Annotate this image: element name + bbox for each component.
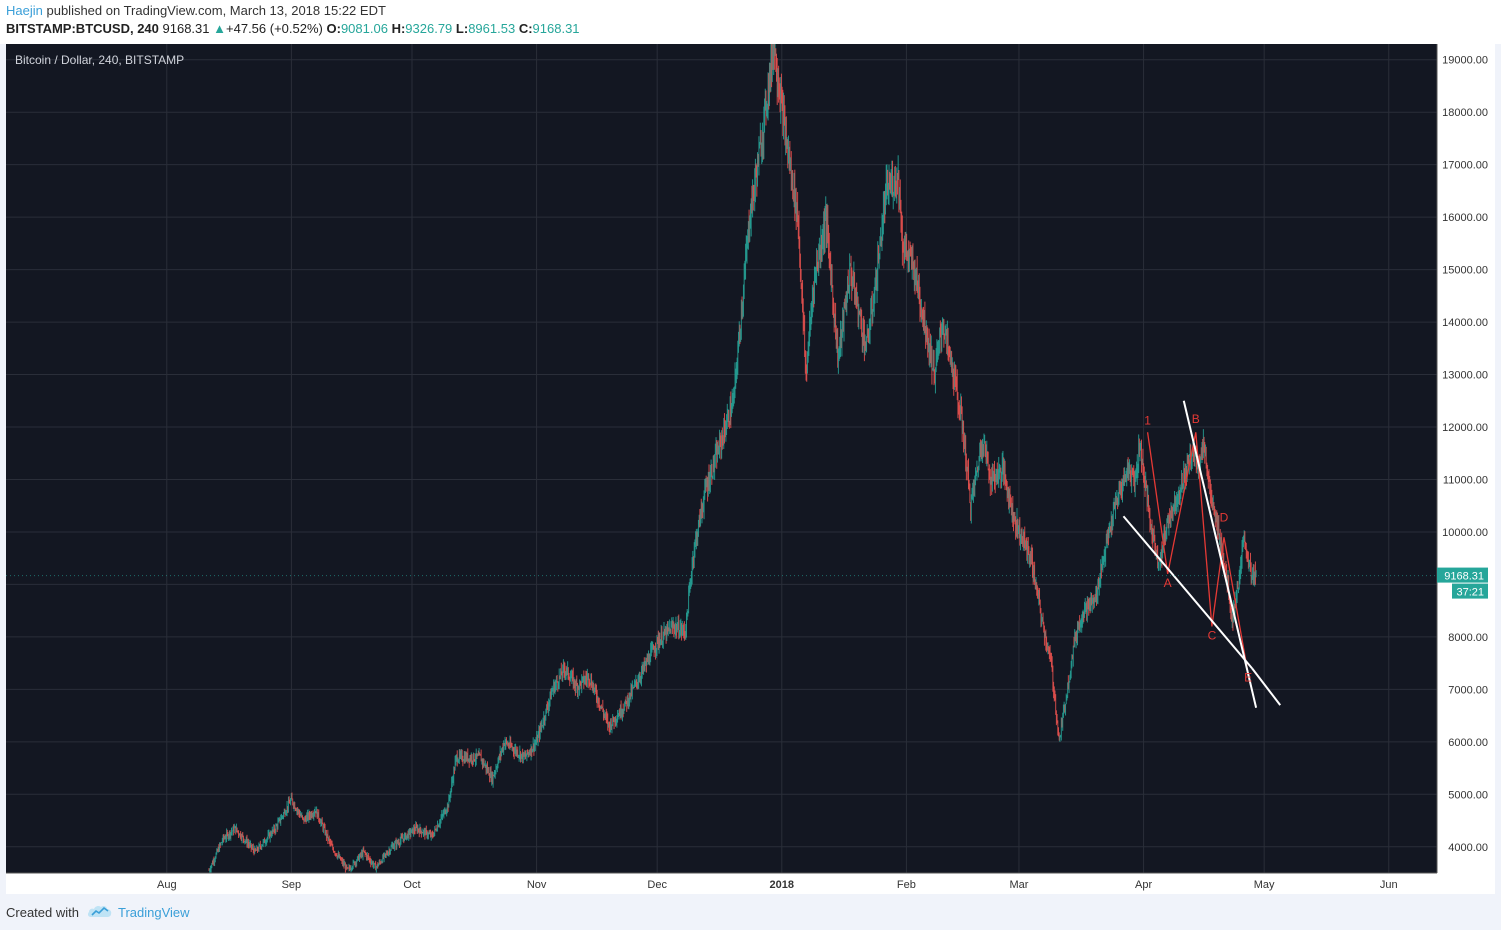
price-tick-label: 16000.00 [1442, 212, 1488, 224]
lower-trendline [1251, 667, 1282, 706]
drawing-annotations: 1 B A D C E [1122, 400, 1282, 708]
high-label: H: [391, 21, 406, 36]
price-chart[interactable]: 1 B A D C E 4000.00 5000.00 6000.00 7000.00 8000.… [6, 34, 1495, 894]
author-link[interactable]: Haejin [6, 3, 43, 18]
time-axis[interactable] [6, 873, 1495, 894]
price-tick-label: 6000.00 [1448, 737, 1488, 749]
price-tick-label: 15000.00 [1442, 265, 1488, 277]
price-tick-label: 7000.00 [1448, 684, 1488, 696]
price-tick-label: 11000.00 [1443, 474, 1488, 486]
open-label: O: [326, 21, 341, 36]
chart-title: Bitcoin / Dollar, 240, BITSTAMP [15, 53, 184, 67]
price-tick-label: 13000.00 [1442, 370, 1488, 382]
time-tick-label: May [1254, 879, 1275, 891]
price-tick-label: 14000.00 [1442, 317, 1488, 329]
time-tick-label: 2018 [770, 879, 794, 891]
countdown-label: 37:21 [1456, 587, 1484, 599]
price-axis[interactable] [1437, 44, 1495, 873]
price-change: +47.56 (+0.52%) [226, 21, 323, 36]
upper-trendline [1182, 400, 1258, 708]
published-text: published on TradingView.com, March 13, … [46, 3, 386, 18]
price-axis-labels: 4000.00 5000.00 6000.00 7000.00 8000.00 10000… [1442, 55, 1488, 854]
change-up-icon: ▲ [213, 21, 227, 36]
tradingview-cloud-icon[interactable] [87, 903, 113, 919]
symbol-ohlc-line: BITSTAMP:BTCUSD, 240 9168.31 ▲+47.56 (+0… [6, 21, 580, 36]
time-tick-label: Sep [282, 879, 302, 891]
time-tick-label: Jun [1380, 879, 1398, 891]
chart-area[interactable]: 1 B A D C E 4000.00 5000.00 6000.00 7000.00 8000.… [6, 34, 1495, 894]
high-value: 9326.79 [405, 21, 453, 36]
price-tags: 9168.31 37:21 [6, 567, 1488, 599]
low-value: 8961.53 [468, 21, 516, 36]
candle-series [208, 34, 1257, 875]
price-tick-label: 17000.00 [1442, 160, 1488, 172]
price-tick-label: 4000.00 [1448, 842, 1488, 854]
time-tick-label: Oct [403, 879, 420, 891]
countdown-tag [1452, 583, 1488, 599]
time-tick-label: Dec [647, 879, 667, 891]
price-tick-label: 10000.00 [1442, 527, 1488, 539]
last-price-tag [1437, 567, 1488, 583]
wave-label: D [1220, 510, 1229, 524]
time-tick-label: Nov [527, 879, 547, 891]
wave-label: 1 [1144, 413, 1151, 427]
open-value: 9081.06 [340, 21, 388, 36]
price-tick-label: 5000.00 [1448, 789, 1488, 801]
close-label: C: [518, 21, 533, 36]
price-tick-label: 8000.00 [1448, 632, 1488, 644]
last-price-tag-label: 9168.31 [1444, 571, 1484, 583]
wave-label: A [1164, 576, 1172, 590]
grid-lines [6, 44, 1437, 873]
price-tick-label: 18000.00 [1442, 107, 1488, 119]
wave-label: C [1208, 629, 1217, 643]
tradingview-brand[interactable]: TradingView [118, 905, 190, 920]
publish-info: Haejin published on TradingView.com, Mar… [6, 3, 386, 18]
wave-label: B [1192, 412, 1200, 426]
time-tick-label: Feb [897, 879, 916, 891]
symbol-name: BITSTAMP:BTCUSD, 240 [6, 21, 159, 36]
low-label: L: [455, 21, 469, 36]
price-tick-label: 19000.00 [1442, 55, 1488, 67]
price-tick-label: 12000.00 [1442, 422, 1488, 434]
footer: Created with TradingView [0, 894, 1501, 930]
time-tick-label: Apr [1135, 879, 1152, 891]
time-tick-label: Mar [1009, 879, 1028, 891]
chart-background [6, 44, 1495, 894]
elliott-wave-path [1146, 432, 1249, 674]
time-axis-labels: Aug Sep Oct Nov Dec 2018 Feb Mar Apr May Jun [157, 879, 1398, 891]
chart-header: Haejin published on TradingView.com, Mar… [0, 0, 1501, 44]
last-price: 9168.31 [162, 21, 210, 36]
created-with-text: Created with [6, 905, 79, 920]
lower-trendline [1122, 515, 1253, 670]
wave-label: E [1244, 670, 1252, 684]
close-value: 9168.31 [532, 21, 580, 36]
time-tick-label: Aug [157, 879, 177, 891]
